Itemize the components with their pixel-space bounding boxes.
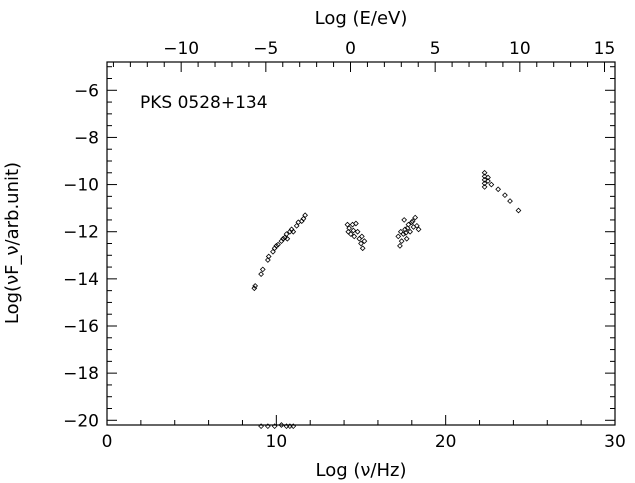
data-point	[302, 212, 308, 219]
data-point	[290, 423, 297, 430]
data-point	[270, 248, 276, 255]
data-point	[351, 233, 358, 240]
data-point	[293, 222, 300, 229]
x-axis-title: Log (ν/Hz)	[315, 460, 406, 481]
data-point	[361, 238, 368, 245]
y-tick-label: −10	[63, 176, 99, 196]
data-point	[515, 207, 522, 214]
y-tick-label: −14	[63, 270, 99, 290]
data-point	[502, 192, 508, 199]
data-point	[284, 235, 291, 242]
x-tick-label: 30	[604, 432, 626, 452]
data-point	[281, 234, 288, 241]
x-tick-label: 10	[266, 432, 288, 452]
chart-annotation: PKS 0528+134	[140, 93, 268, 113]
data-point	[353, 220, 359, 227]
top-x-tick-label: 10	[509, 39, 531, 59]
data-point	[347, 231, 354, 237]
top-x-tick-label: 15	[594, 39, 616, 59]
data-point	[485, 174, 491, 181]
data-point	[407, 228, 413, 235]
data-point	[398, 238, 405, 245]
x-tick-label: 20	[435, 432, 457, 452]
y-tick-label: −6	[74, 81, 99, 101]
data-point	[258, 271, 264, 278]
data-point	[271, 423, 278, 430]
data-point	[481, 169, 488, 176]
data-point	[397, 242, 403, 249]
data-point	[278, 422, 285, 428]
data-point	[258, 423, 264, 430]
data-point	[346, 225, 353, 232]
y-tick-label: −8	[74, 128, 99, 148]
data-point	[481, 173, 488, 180]
data-point	[259, 266, 266, 273]
data-point	[300, 215, 307, 222]
data-points	[251, 169, 522, 430]
data-point	[481, 184, 488, 190]
y-axis-title: Log(νF_ν/arb.unit)	[2, 162, 23, 324]
data-point	[265, 257, 271, 263]
data-point	[350, 227, 357, 234]
data-point	[397, 228, 404, 235]
data-point	[265, 253, 272, 260]
data-point	[251, 285, 258, 292]
tick-labels: 0 10 20 30 −10 −5 0 5 10 15 −20 −18 −16 −14 −12 −10 −8 −6	[63, 39, 626, 452]
data-point	[404, 225, 411, 232]
y-tick-label: −18	[63, 364, 99, 384]
data-point	[507, 198, 513, 204]
data-point	[403, 230, 409, 236]
data-point	[275, 241, 281, 248]
top-x-tick-label: −10	[163, 39, 199, 59]
top-x-tick-label: −5	[253, 39, 278, 59]
tick-marks	[106, 62, 616, 425]
data-point	[409, 218, 416, 224]
data-point	[280, 235, 286, 242]
data-point	[395, 233, 402, 240]
data-point	[356, 235, 363, 242]
data-point	[290, 228, 297, 235]
data-point	[403, 235, 410, 242]
data-point	[359, 245, 366, 252]
data-point	[283, 231, 290, 237]
data-point	[481, 180, 488, 187]
data-point	[273, 242, 280, 249]
data-point	[354, 228, 361, 235]
y-tick-label: −20	[63, 411, 99, 431]
data-point	[414, 222, 420, 229]
data-point	[265, 423, 271, 430]
data-point	[358, 240, 364, 247]
x-tick-label: 0	[102, 432, 113, 452]
data-point	[401, 217, 408, 223]
data-point	[488, 181, 495, 188]
data-point	[495, 186, 502, 193]
data-point	[481, 176, 488, 183]
data-point	[358, 233, 365, 240]
top-x-tick-label: 5	[430, 39, 441, 59]
y-tick-label: −16	[63, 317, 99, 337]
top-x-axis-title: Log (E/eV)	[315, 8, 408, 29]
data-point	[415, 226, 422, 233]
data-point	[252, 283, 259, 289]
y-tick-label: −12	[63, 223, 99, 243]
data-point	[344, 221, 351, 228]
data-point	[485, 178, 491, 184]
data-point	[400, 231, 407, 237]
plot-frame	[106, 61, 616, 426]
top-x-tick-label: 0	[345, 39, 356, 59]
data-point	[412, 214, 419, 221]
